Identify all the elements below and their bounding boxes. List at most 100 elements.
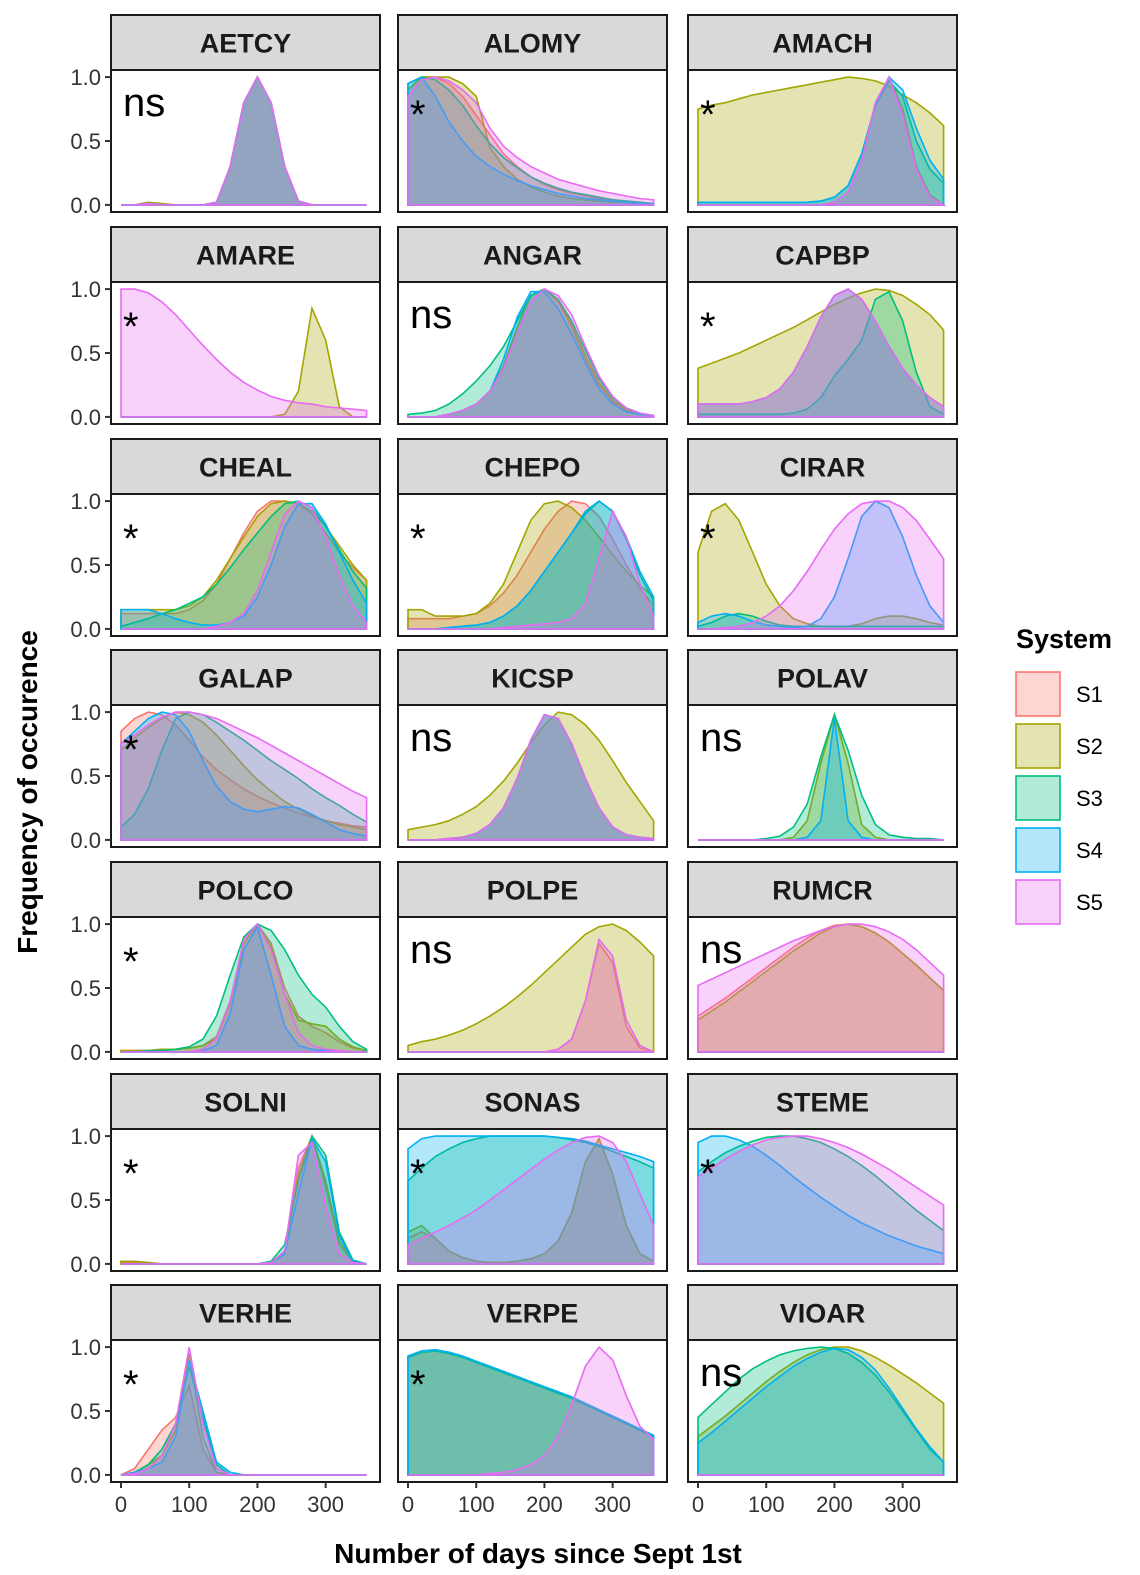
density-area-cheal-s5 bbox=[121, 500, 368, 630]
y-tick-label: 0.5 bbox=[70, 1188, 101, 1213]
density-area-solni-s5 bbox=[121, 1140, 367, 1265]
legend-label-s3: S3 bbox=[1076, 786, 1103, 811]
legend-key-s3 bbox=[1015, 775, 1061, 821]
facet-strip-sonas bbox=[397, 1073, 668, 1130]
y-tick-label: 1.0 bbox=[70, 489, 101, 514]
facet-title-polpe: POLPE bbox=[487, 876, 579, 906]
density-area-cheal-s2 bbox=[120, 500, 368, 630]
plot-area-aetcy bbox=[111, 70, 380, 212]
facet-title-sonas: SONAS bbox=[484, 1088, 580, 1118]
significance-label-steme: * bbox=[700, 1152, 716, 1196]
y-tick-label: 0.5 bbox=[70, 341, 101, 366]
facet-strip-capbp bbox=[687, 226, 958, 283]
plot-border-angar bbox=[397, 281, 668, 425]
y-tick-label: 0.5 bbox=[70, 764, 101, 789]
facet-title-polav: POLAV bbox=[777, 664, 868, 694]
facet-strip-aetcy bbox=[110, 14, 381, 71]
facet-title-capbp: CAPBP bbox=[775, 241, 870, 271]
y-tick-label: 0.5 bbox=[70, 129, 101, 154]
density-area-alomy-s3 bbox=[407, 76, 655, 206]
density-area-chepo-s1 bbox=[407, 500, 655, 630]
density-area-polpe-s2 bbox=[407, 923, 655, 1053]
plot-area-polav bbox=[688, 705, 957, 847]
significance-label-amach: * bbox=[700, 93, 716, 137]
plot-border-amach bbox=[687, 69, 958, 213]
density-area-kicsp-s5 bbox=[408, 713, 655, 841]
density-area-steme-s4 bbox=[697, 1135, 945, 1265]
significance-label-amare: * bbox=[123, 305, 139, 349]
facet-strip-alomy bbox=[397, 14, 668, 71]
significance-label-capbp: * bbox=[700, 305, 716, 349]
density-area-chepo-s2 bbox=[407, 500, 655, 630]
significance-label-chepo: * bbox=[410, 517, 426, 561]
y-tick-label: 0.5 bbox=[70, 976, 101, 1001]
density-area-sonas-s2 bbox=[407, 1136, 655, 1265]
y-tick-label: 0.5 bbox=[70, 1399, 101, 1424]
facet-strip-amare bbox=[110, 226, 381, 283]
y-tick-label: 0.0 bbox=[70, 405, 101, 430]
facet-title-solni: SOLNI bbox=[204, 1088, 287, 1118]
plot-border-rumcr bbox=[687, 916, 958, 1060]
x-tick-label: 300 bbox=[884, 1492, 921, 1517]
significance-label-aetcy: ns bbox=[123, 81, 165, 125]
plot-area-angar bbox=[398, 282, 667, 424]
density-area-sonas-s4 bbox=[407, 1135, 655, 1265]
density-area-capbp-s3 bbox=[697, 290, 945, 418]
density-area-kicsp-s2 bbox=[407, 711, 655, 841]
plot-border-kicsp bbox=[397, 704, 668, 848]
facet-strip-vioar bbox=[687, 1284, 958, 1341]
facet-strip-kicsp bbox=[397, 649, 668, 706]
plot-border-vioar bbox=[687, 1339, 958, 1483]
facet-strip-solni bbox=[110, 1073, 381, 1130]
facet-title-verpe: VERPE bbox=[487, 1299, 579, 1329]
significance-label-rumcr: ns bbox=[700, 928, 742, 972]
x-tick-label: 0 bbox=[692, 1492, 704, 1517]
density-area-chepo-s4 bbox=[408, 500, 655, 630]
y-tick-label: 0.5 bbox=[70, 553, 101, 578]
legend-title: System bbox=[1016, 624, 1112, 654]
facet-title-chepo: CHEPO bbox=[484, 453, 580, 483]
facet-title-vioar: VIOAR bbox=[780, 1299, 866, 1329]
density-area-amare-s5 bbox=[120, 288, 368, 418]
x-tick-label: 200 bbox=[526, 1492, 563, 1517]
density-area-rumcr-s5 bbox=[697, 923, 945, 1053]
x-tick-label: 100 bbox=[171, 1492, 208, 1517]
plot-border-polav bbox=[687, 704, 958, 848]
density-area-aetcy-s5 bbox=[121, 75, 367, 206]
y-tick-label: 1.0 bbox=[70, 1124, 101, 1149]
density-area-polpe-s5 bbox=[408, 937, 654, 1053]
plot-area-verhe bbox=[111, 1340, 380, 1482]
facet-strip-polco bbox=[110, 861, 381, 918]
x-tick-label: 100 bbox=[458, 1492, 495, 1517]
significance-label-polco: * bbox=[123, 940, 139, 984]
legend-key-s2 bbox=[1015, 723, 1061, 769]
density-area-amach-s5 bbox=[698, 75, 947, 206]
significance-label-angar: ns bbox=[410, 293, 452, 337]
y-axis-title: Frequency of occurence bbox=[12, 630, 43, 954]
y-tick-label: 1.0 bbox=[70, 912, 101, 937]
significance-label-verhe: * bbox=[123, 1363, 139, 1407]
facet-title-galap: GALAP bbox=[198, 664, 293, 694]
density-area-galap-s4 bbox=[120, 711, 368, 841]
y-tick-label: 1.0 bbox=[70, 1335, 101, 1360]
plot-area-amach bbox=[688, 70, 957, 212]
density-area-sonas-s5 bbox=[407, 1135, 655, 1265]
significance-label-polav: ns bbox=[700, 716, 742, 760]
significance-label-sonas: * bbox=[410, 1152, 426, 1196]
plot-border-steme bbox=[687, 1128, 958, 1272]
significance-label-cheal: * bbox=[123, 517, 139, 561]
significance-label-galap: * bbox=[123, 728, 139, 772]
plot-border-sonas bbox=[397, 1128, 668, 1272]
facet-title-amare: AMARE bbox=[196, 241, 295, 271]
x-tick-label: 0 bbox=[115, 1492, 127, 1517]
facet-title-steme: STEME bbox=[776, 1088, 869, 1118]
facet-title-alomy: ALOMY bbox=[484, 29, 582, 59]
plot-area-vioar bbox=[688, 1340, 957, 1482]
significance-label-vioar: ns bbox=[700, 1351, 742, 1395]
density-area-galap-s5 bbox=[120, 711, 368, 841]
density-area-alomy-s5 bbox=[407, 76, 655, 206]
density-area-vioar-s3 bbox=[697, 1346, 945, 1476]
x-tick-label: 200 bbox=[239, 1492, 276, 1517]
facet-title-polco: POLCO bbox=[197, 876, 293, 906]
density-area-capbp-s2 bbox=[697, 288, 945, 418]
